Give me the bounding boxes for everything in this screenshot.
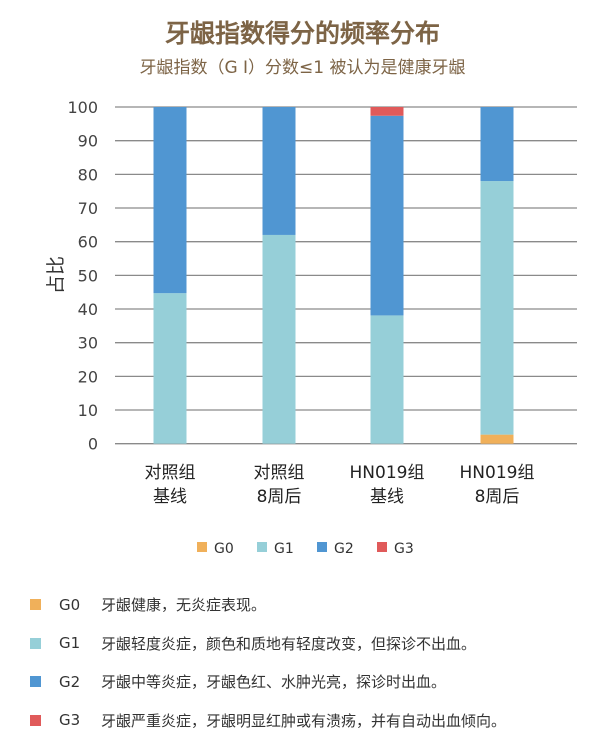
x-tick-label: HN019组 — [460, 463, 535, 483]
bar-segment-g2 — [153, 107, 187, 294]
y-tick-label: 70 — [78, 199, 98, 218]
y-tick-label: 100 — [67, 98, 98, 117]
bar-segment-g3 — [370, 107, 404, 116]
grade-description-g1: G1 牙龈轻度炎症，颜色和质地有轻度改变，但探诊不出血。 — [30, 633, 476, 654]
legend-swatch-g3 — [377, 542, 387, 552]
grade-text: 牙龈严重炎症，牙龈明显红肿或有溃疡，并有自动出血倾向。 — [101, 711, 507, 730]
grade-description-g2: G2 牙龈中等炎症，牙龈色红、水肿光亮，探诊时出血。 — [30, 671, 446, 692]
bar-segment-g2 — [480, 107, 514, 182]
bar-segment-g1 — [480, 181, 514, 435]
grade-swatch — [30, 637, 41, 649]
y-tick-label: 30 — [78, 334, 98, 353]
grade-text: 牙龈轻度炎症，颜色和质地有轻度改变，但探诊不出血。 — [101, 634, 477, 653]
grade-swatch — [30, 714, 41, 726]
bar-segment-g1 — [153, 293, 187, 444]
legend-swatch-g0 — [197, 542, 207, 552]
y-axis-label: 占比 — [45, 256, 67, 294]
x-tick-label: 基线 — [153, 487, 187, 507]
x-tick-label: 8周后 — [257, 487, 302, 507]
y-tick-label: 90 — [78, 132, 98, 151]
grade-description-g0: G0 牙龈健康，无炎症表现。 — [30, 594, 266, 615]
y-tick-label: 20 — [78, 367, 98, 386]
bar-segment-g2 — [370, 115, 404, 316]
grade-code: G0 — [59, 595, 81, 614]
x-tick-label: 基线 — [370, 487, 404, 507]
chart-title: 牙龈指数得分的频率分布 — [164, 19, 440, 48]
bar-segment-g2 — [262, 107, 296, 235]
grade-swatch — [30, 599, 41, 610]
bar-segment-g0 — [480, 434, 514, 444]
y-tick-label: 50 — [78, 266, 98, 285]
y-tick-label: 40 — [78, 300, 98, 319]
chart-subtitle: 牙龈指数（G I）分数≤1 被认为是健康牙龈 — [139, 58, 466, 78]
legend-label: G1 — [274, 541, 294, 557]
x-tick-label: 对照组 — [145, 463, 196, 483]
grade-code: G1 — [59, 634, 81, 652]
y-tick-label: 60 — [78, 233, 98, 252]
grade-code: G3 — [59, 711, 81, 729]
y-tick-label: 0 — [88, 435, 98, 454]
legend-label: G2 — [334, 541, 354, 557]
bar-segment-g1 — [370, 315, 404, 444]
legend-label: G0 — [214, 541, 234, 557]
x-tick-label: HN019组 — [350, 463, 425, 483]
x-tick-label: 对照组 — [254, 463, 305, 483]
legend-swatch-g1 — [257, 542, 267, 552]
x-tick-label: 8周后 — [475, 487, 520, 507]
grade-text: 牙龈健康，无炎症表现。 — [101, 596, 267, 614]
legend-swatch-g2 — [317, 542, 327, 552]
grade-swatch — [30, 676, 41, 687]
bar-segment-g1 — [262, 234, 296, 444]
y-tick-label: 10 — [78, 401, 98, 420]
grade-text: 牙龈中等炎症，牙龈色红、水肿光亮，探诊时出血。 — [101, 673, 447, 691]
grade-description-g3: G3 牙龈严重炎症，牙龈明显红肿或有溃疡，并有自动出血倾向。 — [30, 710, 506, 731]
legend-label: G3 — [394, 541, 414, 557]
grade-code: G2 — [59, 672, 81, 691]
y-tick-label: 80 — [78, 165, 98, 184]
